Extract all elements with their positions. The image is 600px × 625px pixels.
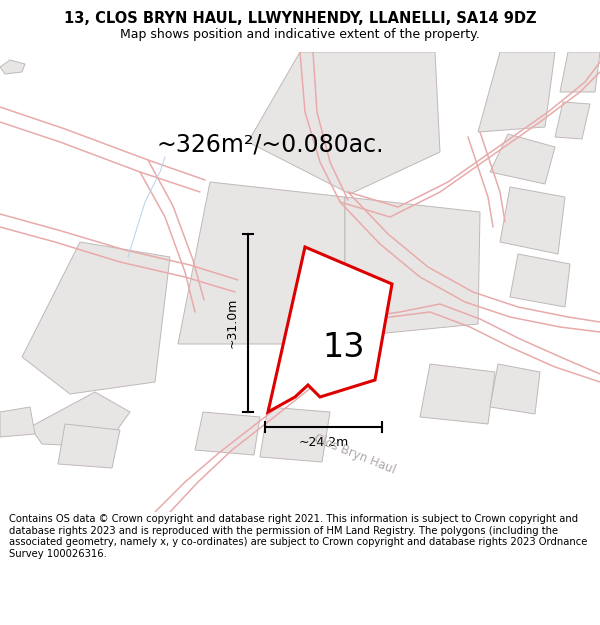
Polygon shape (490, 134, 555, 184)
Text: 13, CLOS BRYN HAUL, LLWYNHENDY, LLANELLI, SA14 9DZ: 13, CLOS BRYN HAUL, LLWYNHENDY, LLANELLI… (64, 11, 536, 26)
Text: Clos Bryn Haul: Clos Bryn Haul (312, 432, 398, 476)
Polygon shape (500, 187, 565, 254)
Polygon shape (195, 412, 260, 455)
Polygon shape (30, 392, 130, 447)
Text: ~326m²/~0.080ac.: ~326m²/~0.080ac. (156, 132, 384, 156)
Polygon shape (420, 364, 495, 424)
Polygon shape (178, 182, 345, 344)
Polygon shape (478, 52, 555, 132)
Polygon shape (22, 242, 170, 394)
Text: ~31.0m: ~31.0m (226, 298, 239, 348)
Text: Map shows position and indicative extent of the property.: Map shows position and indicative extent… (120, 28, 480, 41)
Polygon shape (345, 197, 480, 337)
Text: 13: 13 (322, 331, 365, 364)
Polygon shape (248, 52, 440, 194)
Text: ~24.2m: ~24.2m (298, 436, 349, 449)
Polygon shape (490, 364, 540, 414)
Polygon shape (260, 407, 330, 462)
Polygon shape (268, 247, 392, 412)
Polygon shape (0, 60, 25, 74)
Polygon shape (555, 102, 590, 139)
Text: Contains OS data © Crown copyright and database right 2021. This information is : Contains OS data © Crown copyright and d… (9, 514, 587, 559)
Polygon shape (510, 254, 570, 307)
Polygon shape (560, 52, 600, 92)
Polygon shape (0, 407, 35, 437)
Polygon shape (58, 424, 120, 468)
